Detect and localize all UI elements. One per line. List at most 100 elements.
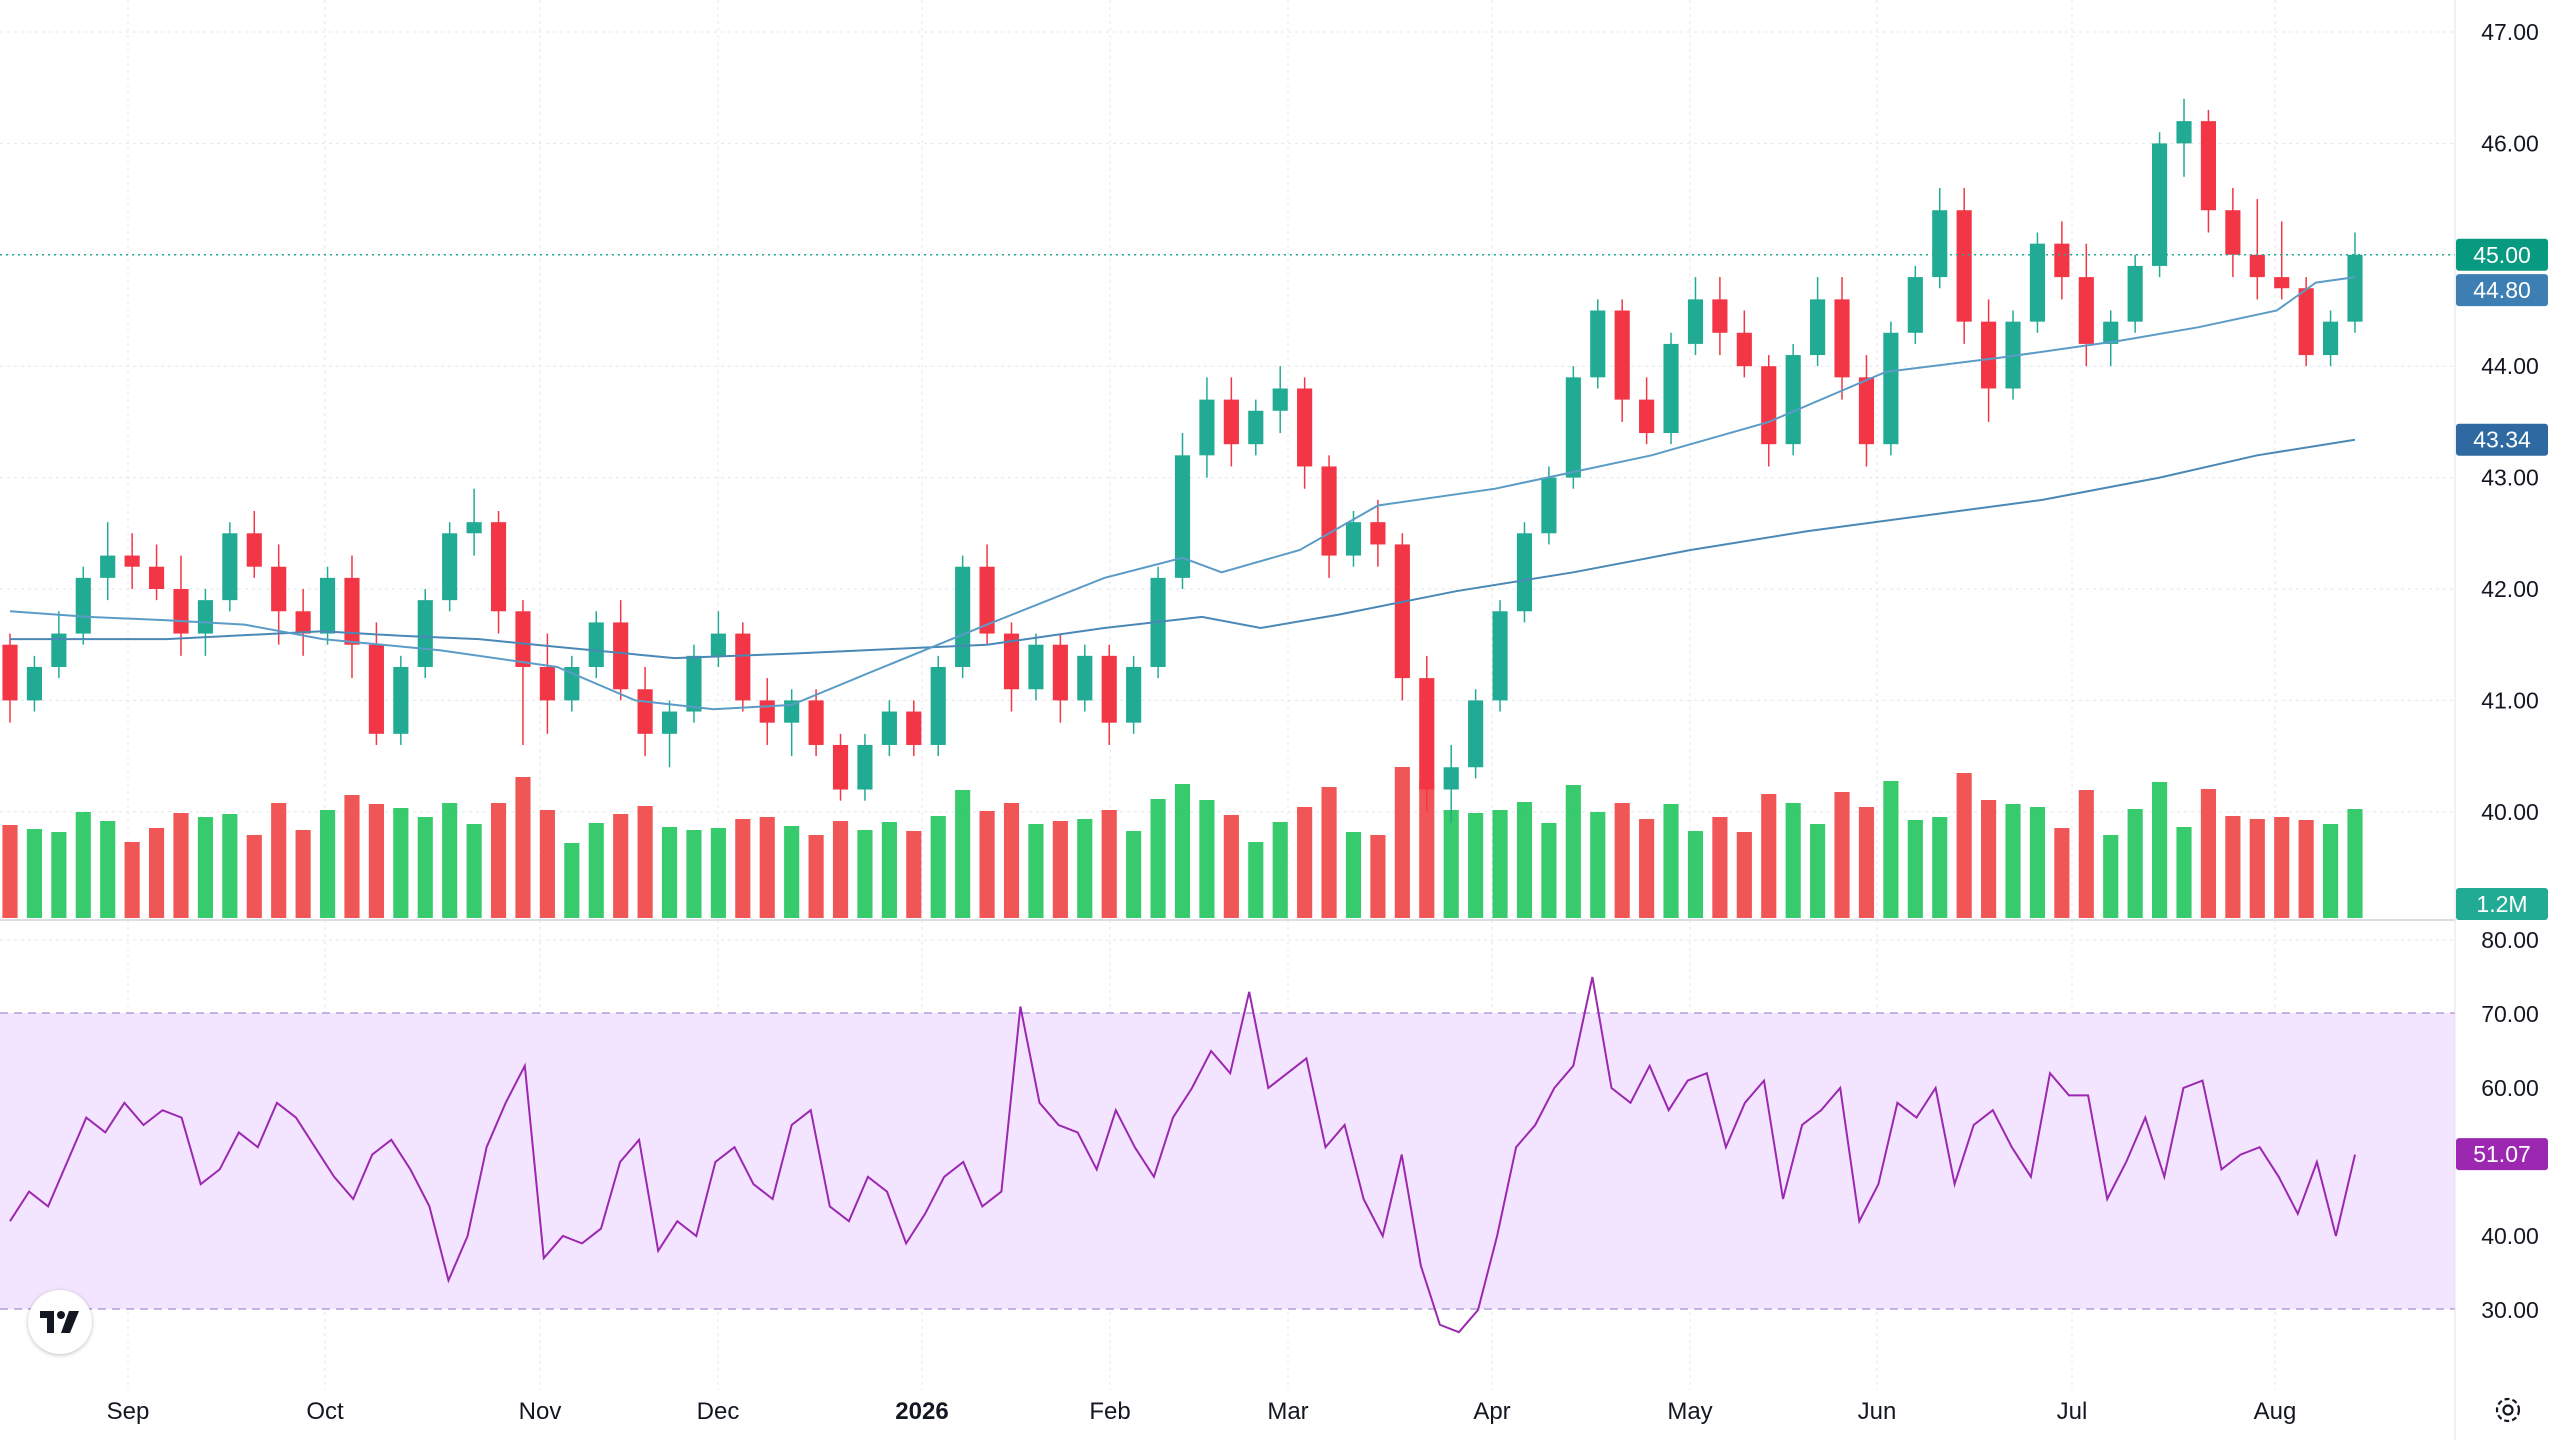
volume-bar [1468,813,1484,918]
sma-200-line [10,438,2356,660]
volume-bar [295,830,311,918]
tradingview-logo-icon[interactable] [28,1290,92,1354]
candle-body [686,655,702,712]
candle-body [759,700,775,723]
volume-bar [881,822,897,918]
axis-tags: 45.00 44.80 43.34 1.2M 51.07 [2456,238,2548,1171]
candle-body [1761,366,1777,445]
candle-body [1272,388,1288,411]
volume-bar [368,804,384,918]
candle-body [344,577,360,645]
time-tick-label: Dec [697,1398,740,1425]
candle-body [2103,321,2119,344]
volume-bar [2176,827,2192,918]
volume-bar [1590,812,1606,918]
candle-body [1712,299,1728,333]
candle-body [1345,522,1362,556]
volume-bar [75,812,91,918]
price-tick-label: 46.00 [2481,130,2539,156]
volume-bar [1932,817,1948,918]
volume-bar [857,830,873,918]
volume-bar [2127,809,2143,918]
candle-body [881,711,897,745]
rsi-tag-bg [2456,1138,2548,1171]
candle-body [1370,522,1386,545]
rsi-tick-label: 70.00 [2481,1001,2539,1027]
volume-bar [1394,767,1410,918]
volume-bar [2103,835,2119,918]
volume-bar [2152,782,2168,918]
rsi-tick-label: 40.00 [2481,1223,2539,1249]
sma-50-tag-bg [2456,274,2548,307]
candle-body [124,555,140,567]
candle-body [197,600,213,634]
volume-bar [1321,787,1337,918]
candle-body [1590,310,1606,378]
candle-body [857,744,873,790]
candle-body [222,533,238,601]
time-tick-label: Jul [2057,1398,2088,1425]
rsi-tick-label: 80.00 [2481,927,2539,953]
volume-bar [613,814,629,918]
candle-body [1565,377,1581,478]
candle-body [1663,343,1679,434]
candle-body [1981,321,1997,389]
candle-body [1810,299,1826,356]
volume-bar [344,795,360,918]
candle-body [930,666,946,745]
time-tick-label: 2026 [895,1398,948,1425]
volume-bar [2078,790,2094,918]
gear-icon[interactable] [2490,1392,2526,1428]
volume-bar [1956,773,1972,918]
candle-body [955,566,971,667]
volume-bar [1883,781,1899,918]
volume-bar [173,813,189,918]
candle-body [2152,143,2168,266]
candle-body [246,533,262,567]
rsi-band [0,1013,2455,1309]
volume-bar [2200,789,2217,918]
candle-body [1639,399,1655,434]
time-axis[interactable]: Sep Oct Nov Dec 2026 Feb Mar Apr May Jun Jul Aug [107,1398,2297,1425]
candle-body [295,611,311,634]
candle-body [51,633,67,667]
time-tick-label: Oct [306,1398,344,1425]
candle-body [1419,678,1435,790]
volume-bar [710,828,726,918]
volume-bar [1345,832,1362,918]
candle-body [1687,299,1704,344]
candle-body [100,555,116,578]
candle-body [1883,332,1899,445]
candle-body [2200,121,2217,211]
volume-bar [979,811,995,918]
candle-body [1834,299,1850,378]
candle-body [173,589,189,634]
time-tick-label: Apr [1473,1398,1510,1425]
price-tick-label: 41.00 [2481,687,2539,713]
volume-bar [442,803,458,918]
price-tick-label: 42.00 [2481,576,2539,602]
volume-bar [2274,817,2290,918]
candle-body [661,711,678,734]
candle-body [979,566,995,634]
volume-bar [1297,807,1313,918]
volume-bar [2298,820,2314,918]
volume-bar [1101,810,1117,918]
rsi-tick-label: 60.00 [2481,1075,2539,1101]
candle-body [1614,310,1630,400]
candle-body [515,611,531,667]
volume-tag-bg [2456,888,2548,920]
volume-bar [1248,842,1264,918]
candle-body [588,622,604,667]
volume-bar [26,829,42,918]
candle-body [1248,410,1264,445]
candle-body [2176,121,2192,144]
volume-bar [1834,792,1850,918]
candle-body [417,600,433,667]
candlesticks [2,98,2363,823]
candle-body [1199,399,1215,456]
candle-body [2078,277,2094,344]
volume-bar [1736,832,1752,918]
volume-bar [417,817,433,918]
